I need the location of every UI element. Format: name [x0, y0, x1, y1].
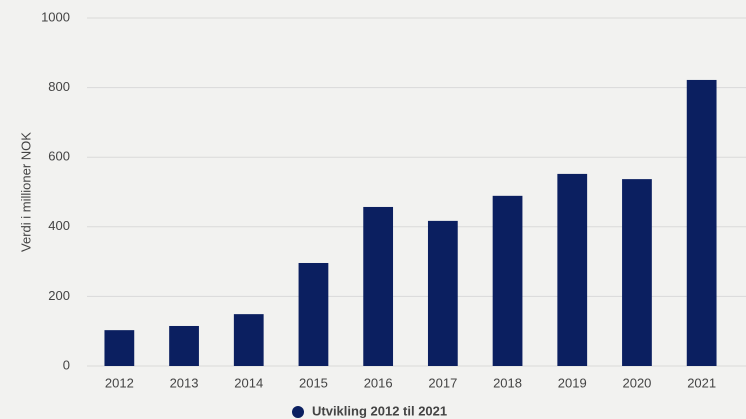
x-tick-label: 2018	[493, 375, 522, 390]
bar	[622, 179, 652, 366]
legend-marker	[292, 406, 304, 418]
x-tick-label: 2017	[428, 375, 457, 390]
y-tick-label: 200	[48, 288, 70, 303]
y-tick-label: 800	[48, 79, 70, 94]
x-tick-label: 2013	[170, 375, 199, 390]
bar	[557, 173, 588, 366]
legend-label: Utvikling 2012 til 2021	[312, 403, 447, 418]
x-tick-label: 2012	[105, 375, 134, 390]
bar	[169, 325, 199, 366]
y-tick-label: 600	[48, 149, 70, 164]
bar	[298, 262, 329, 366]
y-tick-label: 1000	[41, 9, 70, 24]
y-tick-label: 0	[63, 357, 70, 372]
x-tick-label: 2020	[622, 375, 651, 390]
x-tick-label: 2019	[558, 375, 587, 390]
bar	[104, 330, 135, 366]
bar	[233, 314, 264, 366]
x-tick-label: 2021	[687, 375, 716, 390]
x-tick-label: 2016	[364, 375, 393, 390]
y-tick-label: 400	[48, 218, 70, 233]
bar	[492, 195, 523, 366]
bar	[686, 79, 717, 366]
y-axis-label: Verdi i millioner NOK	[18, 132, 33, 252]
x-tick-label: 2014	[234, 375, 263, 390]
bar	[427, 220, 458, 366]
bar	[363, 206, 394, 366]
x-tick-label: 2015	[299, 375, 328, 390]
